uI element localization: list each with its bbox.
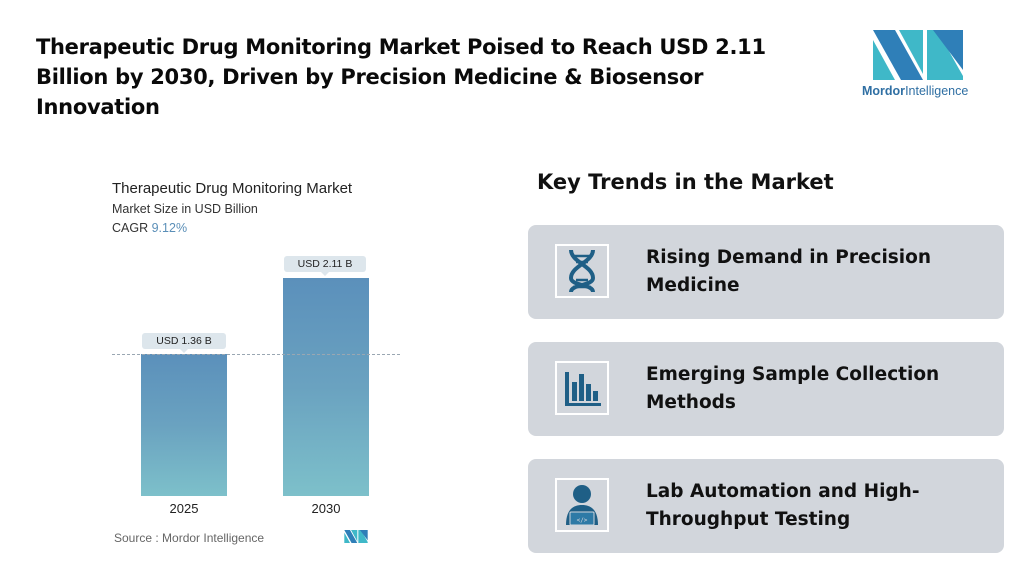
mi-logo-icon: [873, 30, 963, 80]
x-label-2030: 2030: [311, 501, 341, 516]
trends-title: Key Trends in the Market: [537, 170, 834, 194]
svg-text:</>: </>: [577, 517, 588, 524]
mordor-intelligence-logo: MordorIntelligence: [862, 30, 977, 102]
bar-label-2030: USD 2.11 B: [284, 256, 366, 276]
chart-title: Therapeutic Drug Monitoring Market: [112, 180, 353, 197]
trend-card-sample-collection: Emerging Sample Collection Methods: [528, 342, 1004, 436]
lab-worker-laptop-icon: </>: [555, 478, 609, 532]
trend-text: Rising Demand in Precision Medicine: [646, 247, 932, 296]
chart-source: Source : Mordor Intelligence: [114, 531, 265, 545]
logo-wordmark: MordorIntelligence: [862, 84, 969, 98]
dna-icon: [555, 244, 609, 298]
trend-text: Lab Automation and High-Throughput Testi…: [646, 481, 920, 530]
trend-text: Emerging Sample Collection Methods: [646, 364, 940, 413]
chart-cagr: CAGR 9.12%: [112, 221, 188, 235]
page-headline: Therapeutic Drug Monitoring Market Poise…: [36, 35, 766, 119]
x-label-2025: 2025: [169, 501, 199, 516]
reference-dashed-line: [112, 354, 400, 355]
bar-chart-icon: [555, 361, 609, 415]
mini-logo-icon: [344, 530, 368, 543]
trend-card-lab-automation: </> Lab Automation and High-Throughput T…: [528, 459, 1004, 553]
cagr-value: 9.12%: [151, 221, 188, 235]
bar-2030: [283, 278, 369, 496]
chart-subtitle: Market Size in USD Billion: [112, 202, 258, 216]
bar-2025: [141, 354, 227, 496]
trend-card-precision-medicine: Rising Demand in Precision Medicine: [528, 225, 1004, 319]
bar-label-2025: USD 1.36 B: [142, 333, 226, 353]
